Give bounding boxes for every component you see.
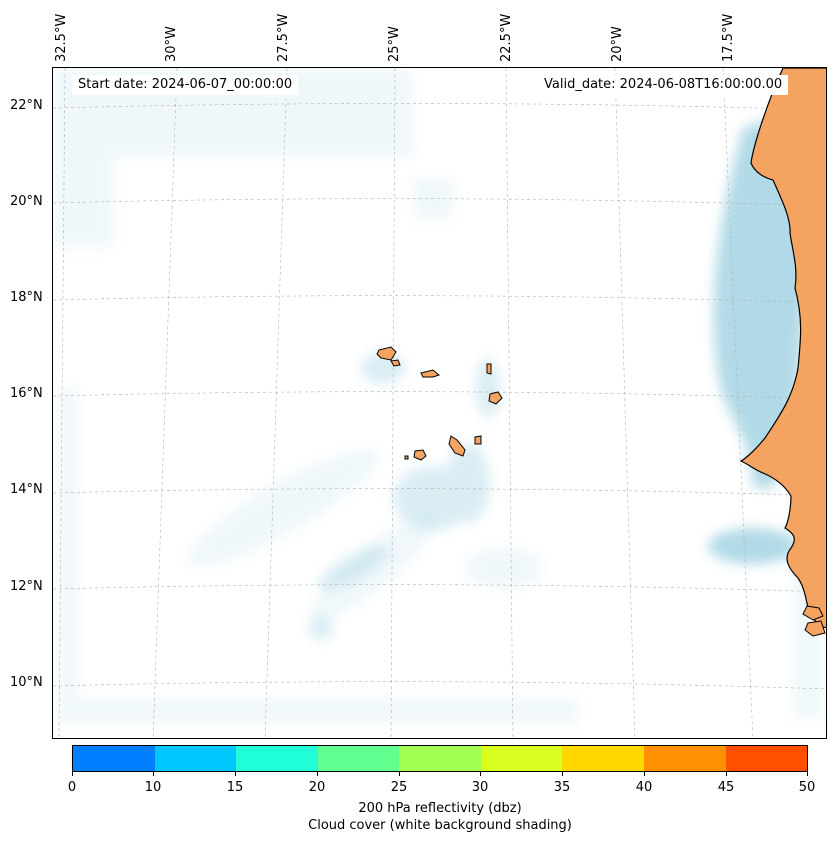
colorbar-tick-30: 30 (471, 780, 489, 795)
colorbar-segment-40-45 (643, 746, 726, 771)
colorbar-segment-15-20 (236, 746, 318, 771)
colorbar-tick-50: 50 (798, 780, 816, 795)
boa-vista-island (488, 391, 503, 405)
brava-island (404, 455, 409, 460)
colorbar-segment-35-40 (562, 746, 644, 771)
lon-label-27-5w: 27.5°W (276, 13, 291, 62)
bijagos-islands (802, 605, 824, 621)
lon-label-25w: 25°W (387, 26, 402, 62)
lat-label-10n: 10°N (10, 675, 43, 690)
fogo-island (413, 449, 427, 461)
graticule (53, 68, 826, 738)
santiago-island (448, 435, 466, 457)
colorbar-segment-0-10 (73, 746, 155, 771)
sal-island (486, 363, 492, 375)
map-panel[interactable] (52, 67, 827, 739)
colorbar-label-cloud-cover: Cloud cover (white background shading) (308, 818, 572, 833)
lon-label-32-5w: 32.5°W (54, 13, 69, 62)
lat-label-14n: 14°N (10, 482, 43, 497)
lon-label-17-5w: 17.5°W (721, 13, 736, 62)
lat-label-20n: 20°N (10, 194, 43, 209)
colorbar-tick-25: 25 (390, 780, 408, 795)
sao-vicente-island (390, 359, 401, 367)
colorbar-tick-35: 35 (553, 780, 571, 795)
colorbar-tick-0: 0 (67, 780, 77, 795)
lat-label-16n: 16°N (10, 386, 43, 401)
colorbar-segment-25-30 (399, 746, 481, 771)
maio-island (474, 435, 482, 445)
colorbar-segment-10-15 (154, 746, 237, 771)
sao-nicolau-island (420, 369, 441, 378)
reflectivity-colorbar (72, 745, 808, 772)
colorbar-tick-40: 40 (635, 780, 653, 795)
colorbar-tick-15: 15 (226, 780, 244, 795)
colorbar-segment-20-25 (317, 746, 400, 771)
africa-mainland (739, 68, 826, 629)
colorbar-label-reflectivity: 200 hPa reflectivity (dbz) (358, 801, 522, 816)
lat-label-12n: 12°N (10, 579, 43, 594)
lon-label-22-5w: 22.5°W (499, 13, 514, 62)
lon-label-20w: 20°W (610, 26, 625, 62)
colorbar-tick-20: 20 (308, 780, 326, 795)
colorbar-segment-30-35 (480, 746, 563, 771)
colorbar-segment-45-50 (725, 746, 808, 771)
lat-label-22n: 22°N (10, 98, 43, 113)
start-date-label: Start date: 2024-06-07_00:00:00 (72, 75, 299, 95)
santo-antao-island (376, 346, 397, 361)
cloud-medium-layer (309, 352, 500, 640)
map-canvas (53, 68, 826, 738)
colorbar-tick-10: 10 (144, 780, 162, 795)
lon-label-30w: 30°W (164, 26, 179, 62)
lat-label-18n: 18°N (10, 290, 43, 305)
bissau-coast-island (804, 620, 826, 637)
valid-date-label: Valid_date: 2024-06-08T16:00:00.00 (538, 75, 789, 95)
colorbar-tick-45: 45 (717, 780, 735, 795)
